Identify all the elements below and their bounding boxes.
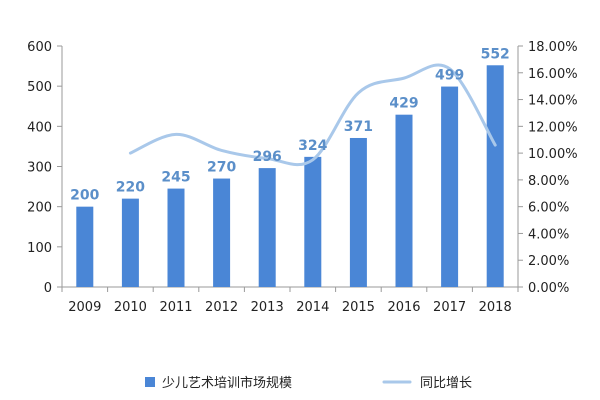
y-right-tick-label: 14.00% xyxy=(528,94,578,109)
data-labels: 200 220 245 270 296 324 371 429 499 552 xyxy=(70,46,510,203)
legend-bar-label: 少儿艺术培训市场规模 xyxy=(162,375,292,391)
x-tick-label: 2010 xyxy=(114,300,147,315)
y-right-tick-label: 18.00% xyxy=(528,40,578,55)
y-right-tick-label: 4.00% xyxy=(528,227,569,242)
growth-line xyxy=(128,63,497,167)
bar xyxy=(441,86,459,288)
y-right-tick-label: 8.00% xyxy=(528,174,569,189)
bar-data-label: 200 xyxy=(70,188,99,204)
y-right-tick-label: 12.00% xyxy=(528,120,578,135)
bar-data-label: 296 xyxy=(253,149,282,165)
x-tick-label: 2018 xyxy=(479,300,512,315)
bar-data-label: 324 xyxy=(298,138,327,154)
y-right-tick-label: 0.00% xyxy=(528,281,569,296)
x-tick-label: 2016 xyxy=(387,300,420,315)
bar-series xyxy=(76,65,504,288)
y-left-tick-label: 100 xyxy=(27,241,52,256)
bar-data-label: 552 xyxy=(481,46,510,62)
x-tick-label: 2015 xyxy=(342,300,375,315)
y-right-tick-label: 16.00% xyxy=(528,67,578,82)
bar xyxy=(121,198,139,287)
bar-data-label: 429 xyxy=(389,96,418,112)
bar xyxy=(258,168,276,287)
x-tick-label: 2014 xyxy=(296,300,329,315)
x-tick-label: 2012 xyxy=(205,300,238,315)
y-right-tick-label: 2.00% xyxy=(528,254,569,269)
bar xyxy=(213,178,231,287)
bar xyxy=(486,65,504,287)
line-series xyxy=(128,63,497,167)
y-left-tick-label: 600 xyxy=(27,40,52,55)
axes: 0 100 200 300 400 500 600 0.00% 2.00% 4.00% 6.00% 8… xyxy=(27,40,577,315)
bar xyxy=(167,188,185,287)
bar-data-label: 371 xyxy=(344,119,373,135)
y-left-tick-label: 300 xyxy=(27,161,52,176)
x-tick-label: 2017 xyxy=(433,300,466,315)
legend-bar-swatch xyxy=(145,377,155,387)
bar-data-label: 245 xyxy=(161,170,190,186)
bar-data-label: 270 xyxy=(207,160,236,176)
legend-line-label: 同比增长 xyxy=(420,376,472,391)
bar-data-label: 499 xyxy=(435,68,464,84)
y-right-tick-label: 10.00% xyxy=(528,147,578,162)
x-tick-label: 2013 xyxy=(251,300,284,315)
y-left-tick-label: 0 xyxy=(44,281,52,296)
bar-data-label: 220 xyxy=(116,180,145,196)
y-left-tick-label: 500 xyxy=(27,80,52,95)
y-right-tick-label: 6.00% xyxy=(528,201,569,216)
bar xyxy=(395,114,413,287)
y-left-tick-label: 400 xyxy=(27,120,52,135)
bar xyxy=(304,156,322,287)
bar xyxy=(76,206,94,287)
x-tick-label: 2009 xyxy=(68,300,101,315)
bar xyxy=(349,137,367,287)
y-left-tick-label: 200 xyxy=(27,201,52,216)
legend: 少儿艺术培训市场规模 同比增长 xyxy=(145,375,472,391)
x-tick-label: 2011 xyxy=(159,300,192,315)
